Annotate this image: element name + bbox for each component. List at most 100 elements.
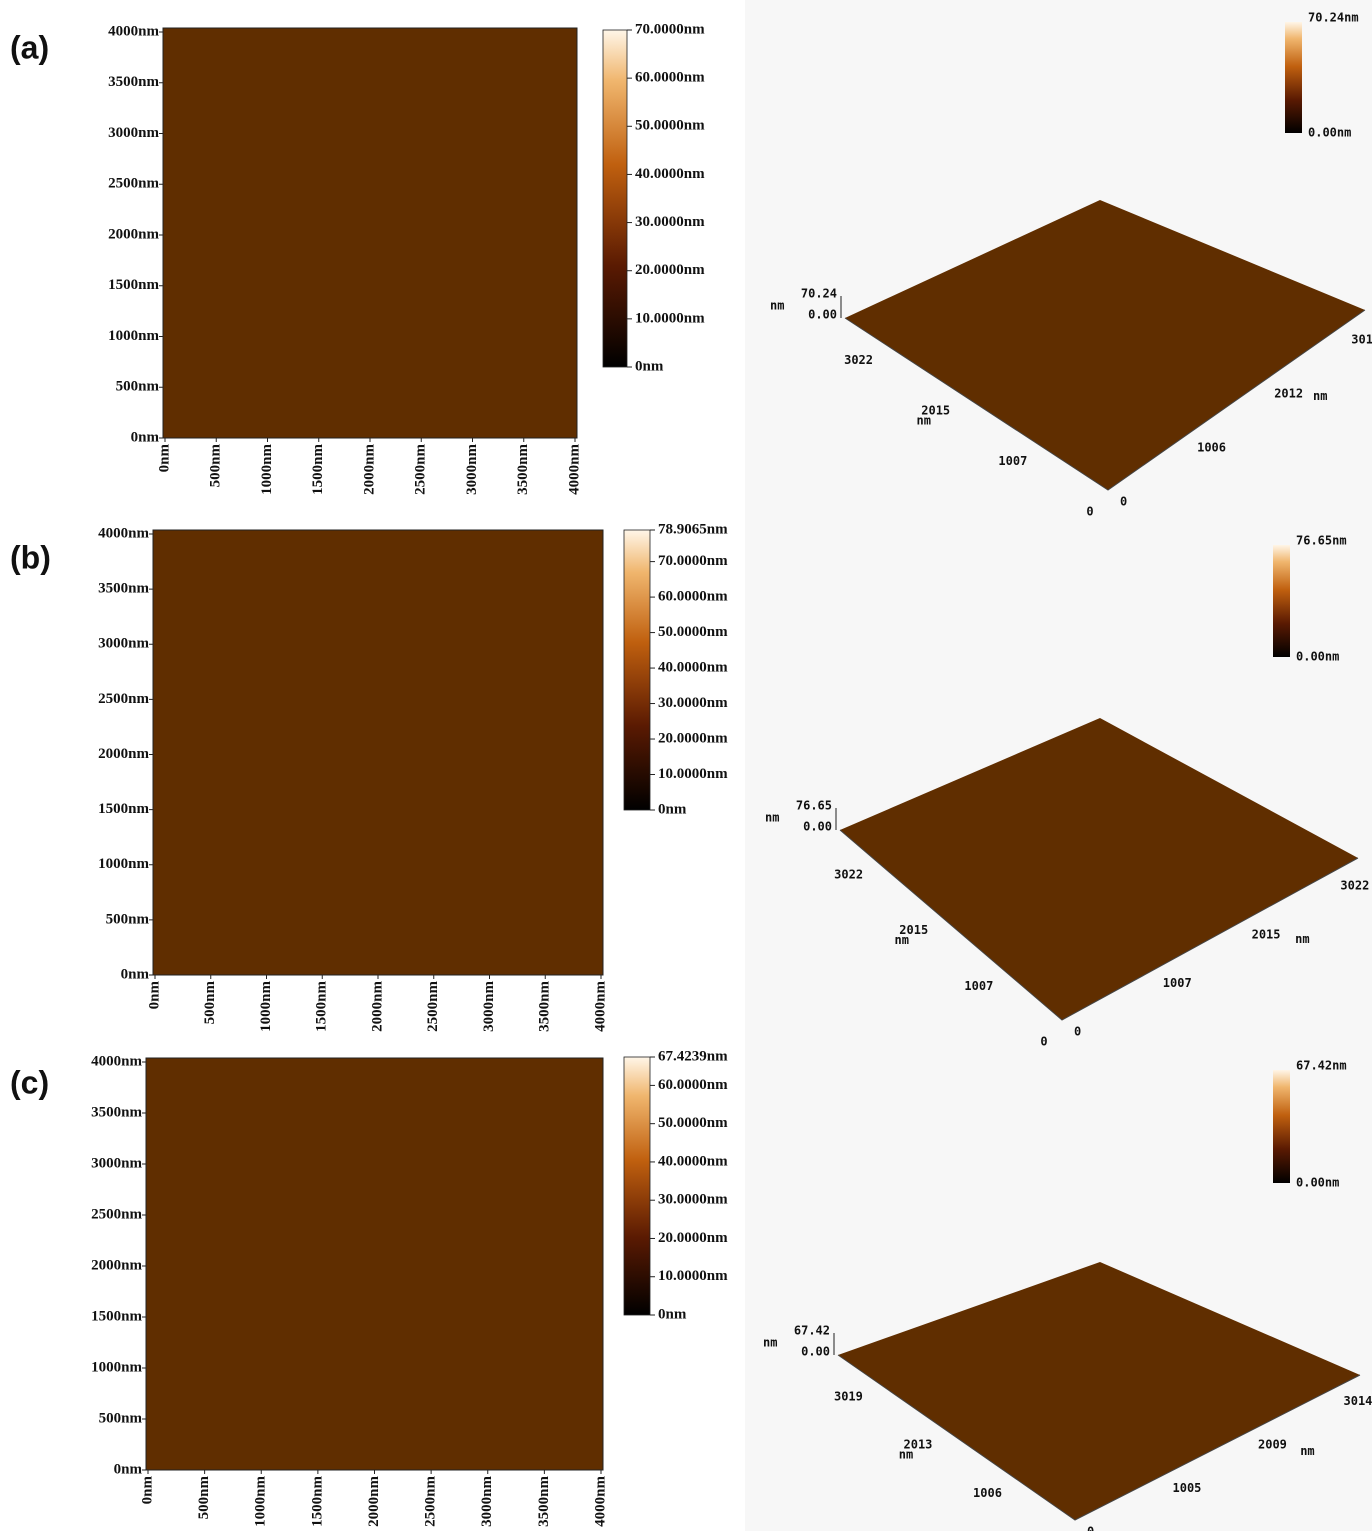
- afm-image: [163, 28, 577, 438]
- y-tick-label: 2500nm: [91, 1206, 142, 1222]
- right-axis-unit: nm: [1295, 932, 1309, 946]
- right-axis-label: 3014: [1344, 1394, 1372, 1408]
- colorbar-3d-max: 76.65nm: [1296, 534, 1347, 548]
- right-axis-label: 0: [1120, 495, 1127, 509]
- z-max: 67.42: [794, 1324, 830, 1338]
- left-axis-label: 2013: [904, 1438, 933, 1452]
- panel-label: (c): [10, 1064, 49, 1100]
- colorbar-3d-max: 67.42nm: [1296, 1059, 1347, 1073]
- y-tick-label: 1500nm: [98, 801, 149, 817]
- y-tick-label: 0nm: [131, 429, 160, 445]
- left-axis-label: 1007: [998, 454, 1027, 468]
- colorbar-label: 0nm: [635, 358, 664, 374]
- surface-edge: [844, 309, 1366, 491]
- colorbar-label: 50.0000nm: [635, 118, 705, 134]
- y-tick-label: 3500nm: [108, 74, 159, 90]
- z-max: 70.24: [801, 287, 837, 301]
- colorbar-label: 10.0000nm: [658, 766, 728, 782]
- right-axis-label: 3022: [1340, 879, 1369, 893]
- x-tick-label: 3500nm: [537, 981, 553, 1032]
- x-tick-label: 1000nm: [253, 1476, 269, 1527]
- x-tick-label: 0nm: [156, 444, 172, 473]
- colorbar-label: 78.9065nm: [658, 521, 728, 537]
- y-tick-label: 3000nm: [108, 125, 159, 141]
- x-tick-label: 2500nm: [423, 1476, 439, 1527]
- colorbar-label: 67.4239nm: [658, 1048, 728, 1064]
- colorbar-3d: [1273, 1070, 1290, 1183]
- x-tick-label: 3000nm: [464, 444, 480, 495]
- z-min: 0.00: [808, 308, 837, 322]
- colorbar-label: 30.0000nm: [658, 695, 728, 711]
- right-axis-label: 1007: [1163, 976, 1192, 990]
- colorbar-label: 20.0000nm: [658, 1230, 728, 1246]
- x-tick-label: 4000nm: [566, 444, 582, 495]
- right-axis-label: 1005: [1173, 1481, 1202, 1495]
- colorbar-3d-min: 0.00nm: [1296, 650, 1339, 664]
- left-axis-label: 3022: [834, 867, 863, 881]
- x-tick-label: 500nm: [208, 444, 224, 488]
- colorbar-label: 0nm: [658, 801, 687, 817]
- y-tick-label: 0nm: [114, 1461, 143, 1477]
- x-tick-label: 2000nm: [366, 1476, 382, 1527]
- y-tick-label: 500nm: [99, 1410, 143, 1426]
- colorbar-label: 20.0000nm: [635, 262, 705, 278]
- colorbar-label: 0nm: [658, 1306, 687, 1322]
- x-tick-label: 1500nm: [314, 981, 330, 1032]
- y-tick-label: 2000nm: [108, 226, 159, 242]
- y-tick-label: 1000nm: [91, 1359, 142, 1375]
- z-min: 0.00: [803, 820, 832, 834]
- y-tick-label: 500nm: [116, 379, 160, 395]
- right-axis-label: 2009: [1258, 1438, 1287, 1452]
- colorbar-label: 60.0000nm: [658, 589, 728, 605]
- x-tick-label: 3500nm: [515, 444, 531, 495]
- surface-3d: [838, 1262, 1360, 1520]
- left-axis-unit: nm: [899, 1448, 913, 1462]
- x-tick-label: 3500nm: [536, 1476, 552, 1527]
- z-unit: nm: [763, 1336, 777, 1350]
- colorbar-label: 70.0000nm: [658, 553, 728, 569]
- x-tick-label: 1000nm: [258, 981, 274, 1032]
- y-tick-label: 0nm: [121, 966, 150, 982]
- x-tick-label: 3000nm: [481, 981, 497, 1032]
- x-tick-label: 2500nm: [425, 981, 441, 1032]
- y-tick-label: 500nm: [106, 911, 150, 927]
- right-axis-label: 0: [1074, 1025, 1081, 1039]
- surface-edge: [839, 829, 1359, 1021]
- right-axis-unit: nm: [1313, 389, 1327, 403]
- colorbar: [602, 29, 628, 368]
- x-tick-label: 1500nm: [310, 444, 326, 495]
- left-axis-unit: nm: [895, 933, 909, 947]
- colorbar-3d: [1285, 22, 1302, 133]
- left-axis-label: 3019: [834, 1389, 863, 1403]
- panel-label: (b): [10, 539, 51, 575]
- y-tick-label: 2000nm: [91, 1257, 142, 1273]
- left-axis-label: 3022: [844, 353, 873, 367]
- surface-3d: [845, 200, 1365, 490]
- y-tick-label: 4000nm: [108, 23, 159, 39]
- colorbar-3d-min: 0.00nm: [1308, 126, 1351, 140]
- x-tick-label: 0nm: [146, 981, 162, 1010]
- right-axis-label: 2015: [1252, 927, 1281, 941]
- colorbar-label: 30.0000nm: [658, 1192, 728, 1208]
- y-tick-label: 3500nm: [98, 581, 149, 597]
- left-axis-label: 1007: [964, 979, 993, 993]
- y-tick-label: 3500nm: [91, 1104, 142, 1120]
- y-tick-label: 4000nm: [98, 525, 149, 541]
- colorbar-label: 20.0000nm: [658, 730, 728, 746]
- colorbar-label: 40.0000nm: [635, 166, 705, 182]
- surface-3d: [840, 718, 1358, 1020]
- left-axis-label: 1006: [973, 1486, 1002, 1500]
- z-max: 76.65: [796, 799, 832, 813]
- z-unit: nm: [770, 299, 784, 313]
- x-tick-label: 2500nm: [413, 444, 429, 495]
- x-tick-label: 1500nm: [309, 1476, 325, 1527]
- z-min: 0.00: [801, 1345, 830, 1359]
- right-axis-label: 1006: [1197, 441, 1226, 455]
- y-tick-label: 1000nm: [98, 856, 149, 872]
- x-tick-label: 1000nm: [259, 444, 275, 495]
- left-axis-unit: nm: [916, 414, 930, 428]
- colorbar: [623, 1056, 651, 1316]
- surface-edge: [837, 1354, 1361, 1521]
- colorbar-label: 70.0000nm: [635, 21, 705, 37]
